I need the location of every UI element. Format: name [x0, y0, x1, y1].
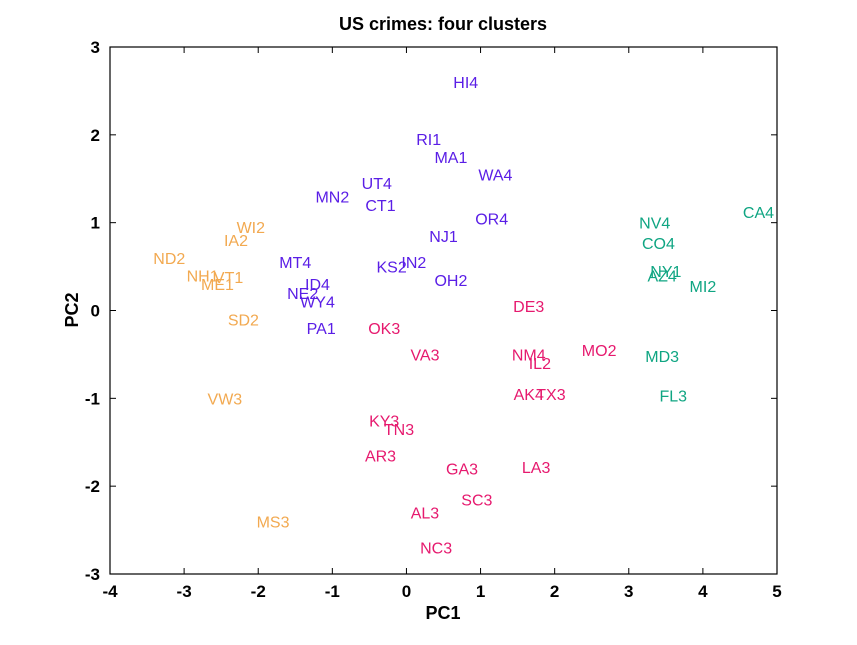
x-tick-label: -2	[251, 582, 266, 601]
point-label-wy4: WY4	[300, 295, 335, 312]
point-label-ar3: AR3	[365, 448, 396, 465]
point-label-wa4: WA4	[478, 167, 512, 184]
point-label-ny1: NY1	[650, 264, 681, 281]
point-label-nd2: ND2	[153, 251, 185, 268]
point-label-hi4: HI4	[453, 75, 478, 92]
point-label-ia2: IA2	[224, 233, 248, 250]
point-label-in2: IN2	[401, 255, 426, 272]
point-label-va3: VA3	[410, 347, 439, 364]
point-label-tx3: TX3	[536, 387, 565, 404]
point-label-sc3: SC3	[461, 492, 492, 509]
point-label-nj1: NJ1	[429, 229, 458, 246]
point-label-sd2: SD2	[228, 312, 259, 329]
x-tick-label: 3	[624, 582, 633, 601]
point-label-la3: LA3	[522, 460, 551, 477]
point-label-ma1: MA1	[434, 150, 467, 167]
point-label-al3: AL3	[411, 506, 440, 523]
point-label-tn3: TN3	[384, 422, 414, 439]
point-label-nm4: NM4	[512, 347, 546, 364]
point-label-ct1: CT1	[365, 198, 395, 215]
y-tick-label: -3	[85, 565, 100, 584]
point-label-co4: CO4	[642, 236, 675, 253]
point-label-nv4: NV4	[639, 216, 670, 233]
x-axis-label: PC1	[425, 603, 460, 623]
point-label-md3: MD3	[645, 349, 679, 366]
point-label-ak4: AK4	[514, 387, 544, 404]
point-label-mo2: MO2	[582, 343, 617, 360]
point-label-or4: OR4	[475, 211, 508, 228]
chart-title: US crimes: four clusters	[339, 14, 547, 34]
point-label-vw3: VW3	[208, 391, 243, 408]
x-tick-label: 1	[476, 582, 485, 601]
point-label-fl3: FL3	[659, 389, 687, 406]
point-label-nh1: NH1	[187, 268, 219, 285]
x-tick-label: 4	[698, 582, 708, 601]
point-label-oh2: OH2	[434, 273, 467, 290]
y-axis-label: PC2	[62, 292, 82, 327]
x-tick-label: -3	[177, 582, 192, 601]
x-tick-label: 5	[772, 582, 781, 601]
y-tick-label: -1	[85, 389, 100, 408]
point-label-ky3: KY3	[369, 413, 399, 430]
point-label-il2: IL2	[529, 356, 551, 373]
y-tick-label: -2	[85, 477, 100, 496]
y-tick-label: 3	[91, 38, 100, 57]
point-label-ca4: CA4	[743, 205, 774, 222]
x-tick-label: 2	[550, 582, 559, 601]
x-tick-label: -4	[102, 582, 118, 601]
y-tick-label: 2	[91, 126, 100, 145]
point-label-az4: AZ4	[647, 268, 676, 285]
point-label-id4: ID4	[305, 277, 330, 294]
point-label-ne2: NE2	[287, 286, 318, 303]
point-label-ok3: OK3	[368, 321, 400, 338]
plot-frame	[109, 46, 778, 575]
point-label-me1: ME1	[201, 277, 234, 294]
point-label-ut4: UT4	[362, 176, 392, 193]
x-tick-label: -1	[325, 582, 340, 601]
point-label-ks2: KS2	[376, 260, 406, 277]
point-label-de3: DE3	[513, 299, 544, 316]
point-label-vt1: VT1	[214, 270, 243, 287]
y-tick-label: 1	[91, 214, 100, 233]
point-label-ri1: RI1	[416, 132, 441, 149]
point-label-nc3: NC3	[420, 541, 452, 558]
point-label-wi2: WI2	[237, 220, 266, 237]
point-label-mn2: MN2	[315, 189, 349, 206]
point-label-mi2: MI2	[690, 279, 717, 296]
x-tick-label: 0	[402, 582, 411, 601]
y-tick-label: 0	[91, 302, 100, 321]
point-label-pa1: PA1	[307, 321, 336, 338]
point-label-ga3: GA3	[446, 462, 478, 479]
point-label-ms3: MS3	[257, 514, 290, 531]
point-label-mt4: MT4	[279, 255, 311, 272]
